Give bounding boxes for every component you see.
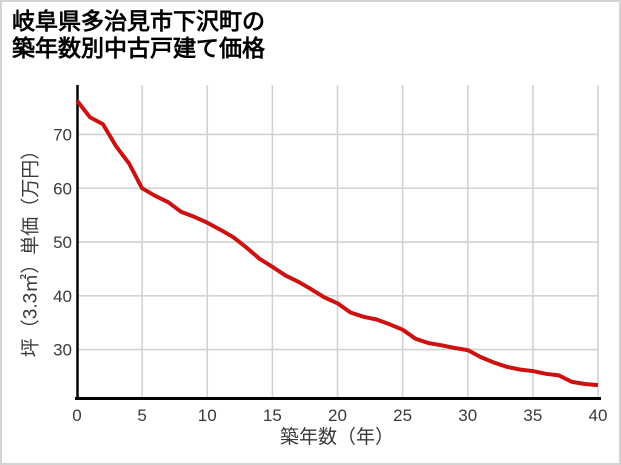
y-tick-label-30: 30 (53, 341, 72, 360)
x-tick-label-25: 25 (393, 406, 412, 425)
chart-title: 岐阜県多治見市下沢町の 築年数別中古戸建て価格 (12, 8, 265, 62)
y-tick-label-60: 60 (53, 179, 72, 198)
x-tick-label-30: 30 (458, 406, 477, 425)
x-tick-label-20: 20 (328, 406, 347, 425)
gridlines (78, 85, 599, 398)
x-axis-tick-labels: 0 5 10 15 20 25 30 35 40 (72, 406, 607, 425)
x-tick-label-35: 35 (523, 406, 542, 425)
x-tick-label-40: 40 (589, 406, 608, 425)
x-tick-label-5: 5 (137, 406, 146, 425)
y-tick-label-70: 70 (53, 125, 72, 144)
x-tick-label-10: 10 (198, 406, 217, 425)
x-tick-label-15: 15 (263, 406, 282, 425)
chart-title-line1: 岐阜県多治見市下沢町の (12, 8, 265, 34)
axes (75, 85, 601, 400)
x-tick-label-0: 0 (72, 406, 81, 425)
y-tick-label-40: 40 (53, 287, 72, 306)
y-tick-label-50: 50 (53, 233, 72, 252)
x-axis-title: 築年数（年） (280, 426, 394, 448)
price-line-series (75, 99, 599, 388)
y-axis-title: 坪（3.3㎡）単価（万円） (19, 141, 42, 357)
y-axis-tick-labels: 30 40 50 60 70 (53, 125, 72, 359)
chart-title-line2: 築年数別中古戸建て価格 (12, 35, 265, 61)
